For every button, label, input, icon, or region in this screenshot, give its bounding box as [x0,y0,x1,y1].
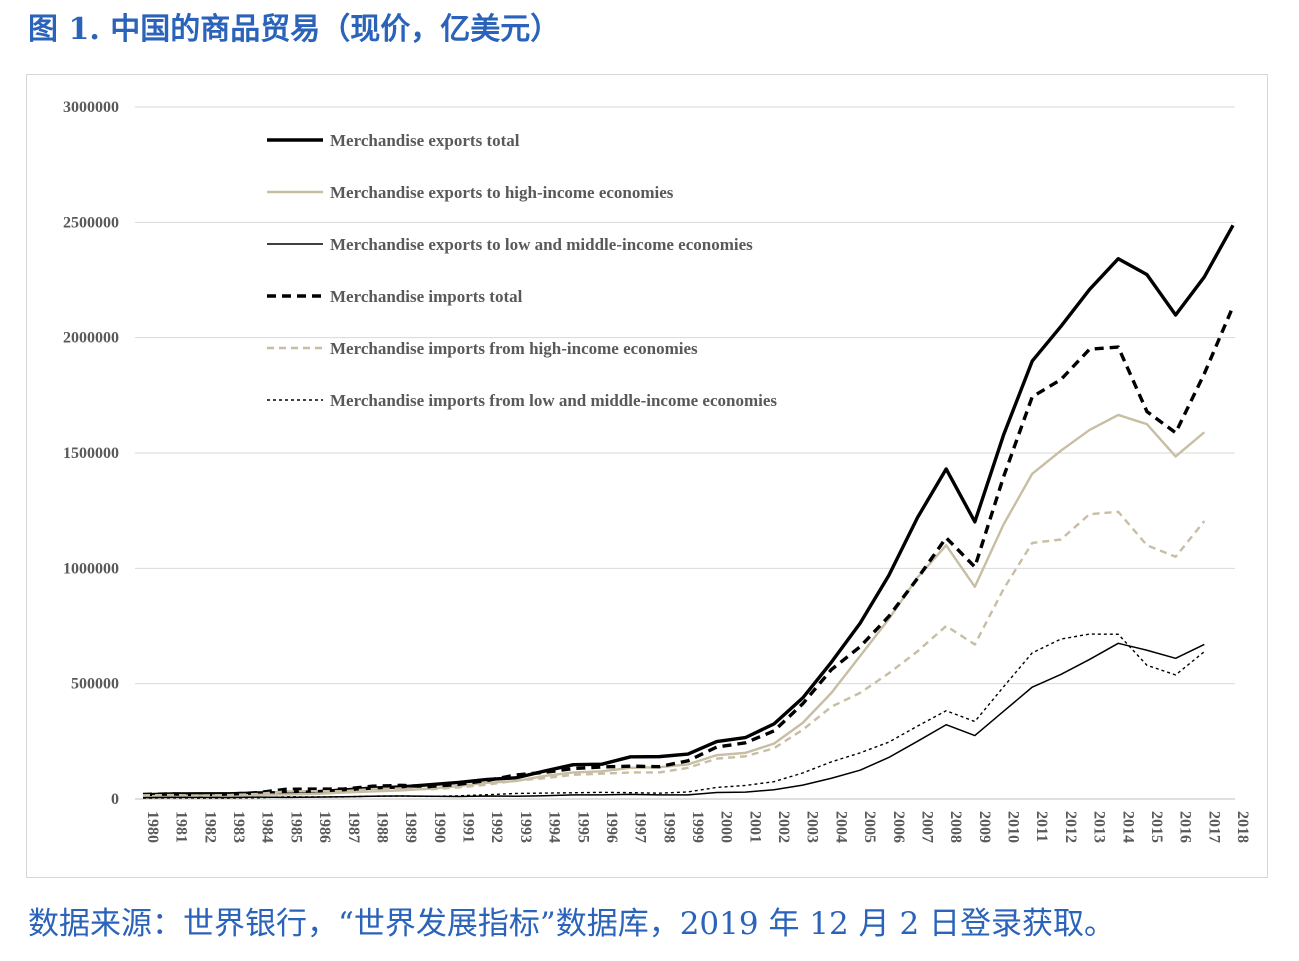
y-tick-label: 1500000 [63,445,119,462]
chart-title: 图 1. 中国的商品贸易（现价，亿美元） [28,12,561,47]
y-tick-label: 500000 [71,676,119,693]
x-tick-label: 2012 [1062,811,1079,843]
x-tick-label: 2001 [746,811,763,843]
series-line-6 [142,633,1205,799]
y-axis-ticks: 0 500000 1000000 1500000 2000000 2500000 30000… [63,99,119,808]
x-tick-label: 2011 [1033,811,1050,842]
x-tick-label: 1983 [230,811,247,843]
x-tick-label: 2000 [718,811,735,843]
x-tick-label: 2018 [1234,811,1251,843]
x-tick-label: 1996 [603,811,620,843]
series-line-4 [142,305,1235,797]
x-tick-label: 1980 [144,811,161,843]
x-tick-label: 2013 [1091,811,1108,843]
series-line-1 [142,224,1235,797]
series-layer [142,224,1235,799]
x-tick-label: 1982 [201,811,218,843]
x-tick-label: 2006 [890,811,907,843]
x-tick-label: 2003 [804,811,821,843]
legend-label-5: Merchandise imports from high-income eco… [330,339,698,358]
x-tick-label: 2014 [1119,811,1136,843]
x-tick-label: 2007 [918,811,935,843]
y-tick-label: 3000000 [63,99,119,116]
x-tick-label: 2015 [1148,811,1165,843]
x-tick-label: 1997 [632,811,649,843]
series-line-5 [142,510,1206,797]
x-tick-label: 1986 [316,811,333,843]
x-tick-label: 1989 [402,811,419,843]
series-line-2 [142,413,1206,798]
x-tick-label: 2002 [775,811,792,843]
x-tick-label: 2004 [832,811,849,843]
x-tick-label: 1993 [517,811,534,843]
x-tick-label: 2017 [1205,811,1222,843]
chart-frame: 0 500000 1000000 1500000 2000000 2500000 30000… [26,74,1268,878]
legend-label-2: Merchandise exports to high-income econo… [330,183,674,202]
legend: Merchandise exports total Merchandise exp… [267,131,777,410]
x-tick-label: 1995 [574,811,591,843]
grid-layer [135,106,1235,800]
x-tick-label: 1991 [460,811,477,843]
y-tick-label: 1000000 [63,560,119,577]
x-tick-label: 2009 [976,811,993,843]
legend-label-3: Merchandise exports to low and middle-in… [330,235,753,254]
legend-label-4: Merchandise imports total [330,287,523,306]
x-axis-ticks: 1980 1981 1982 1983 1984 1985 1986 1987 1988 1989… [144,811,1251,843]
x-tick-label: 1994 [546,811,563,843]
x-tick-label: 1998 [660,811,677,843]
x-tick-label: 1988 [373,811,390,843]
x-tick-label: 1999 [689,811,706,843]
series-line-3 [142,642,1205,799]
y-tick-label: 2000000 [63,330,119,347]
x-tick-label: 1981 [173,811,190,843]
x-tick-label: 2005 [861,811,878,843]
x-tick-label: 1992 [488,811,505,843]
legend-label-6: Merchandise imports from low and middle-… [330,391,777,410]
x-tick-label: 1985 [287,811,304,843]
x-tick-label: 2010 [1005,811,1022,843]
x-tick-label: 2016 [1177,811,1194,843]
legend-label-1: Merchandise exports total [330,131,520,150]
x-tick-label: 1984 [259,811,276,843]
x-tick-label: 2008 [947,811,964,843]
line-chart: 0 500000 1000000 1500000 2000000 2500000 30000… [63,99,1251,843]
y-tick-label: 0 [111,791,119,808]
x-tick-label: 1987 [345,811,362,843]
x-tick-label: 1990 [431,811,448,843]
data-source-note: 数据来源：世界银行，“世界发展指标”数据库，2019 年 12 月 2 日登录获… [28,906,1116,942]
y-tick-label: 2500000 [63,214,119,231]
